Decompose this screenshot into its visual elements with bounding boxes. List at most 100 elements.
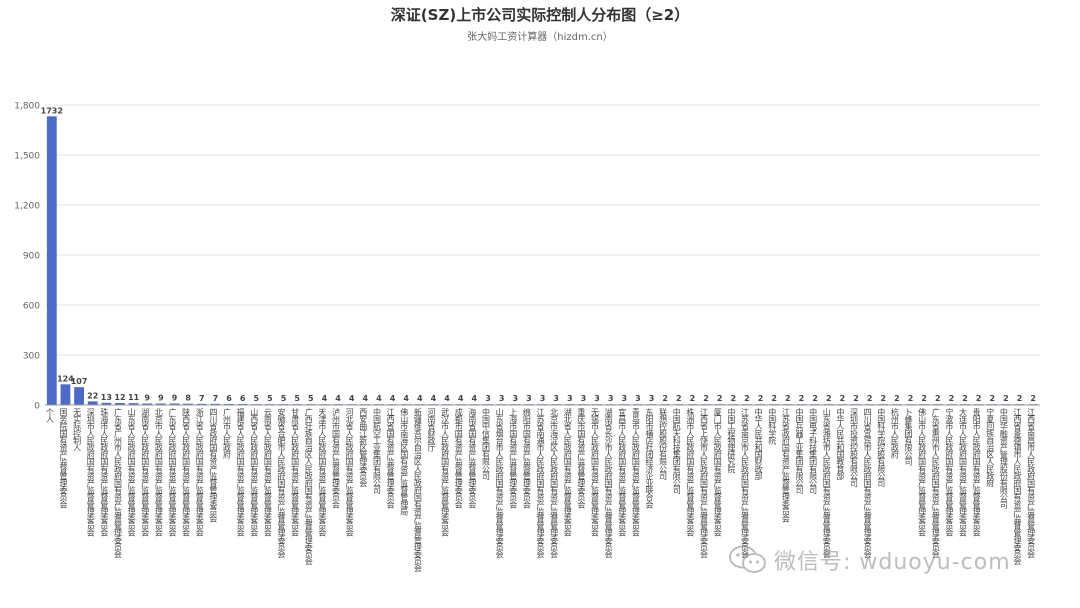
- data-label: 22: [87, 391, 98, 400]
- x-tick-label: 中国科学院: [768, 407, 776, 445]
- data-label: 3: [649, 394, 655, 403]
- data-label: 4: [335, 394, 341, 403]
- x-tick-label: 卜蜂集团有限公司: [905, 408, 913, 467]
- x-tick-label: 青岛市人民政府国有资产监督管理委员会: [632, 407, 640, 538]
- x-tick-label: 中华人民共和国财政部: [755, 407, 763, 481]
- data-label: 5: [267, 394, 273, 403]
- data-label: 7: [213, 394, 219, 403]
- x-tick-label: 广东省人民政府国有资产监督管理委员会: [168, 407, 176, 538]
- data-label: 2: [1030, 394, 1036, 403]
- x-tick-label: 北京市海淀区人民政府国有资产监督管理委员会: [550, 408, 558, 559]
- y-tick-label: 1,500: [14, 152, 40, 162]
- x-tick-label: 江西省国有资产监督管理委员会: [387, 408, 395, 509]
- data-label: 3: [540, 394, 546, 403]
- x-tick-label: 山东省潍坊市人民政府国有资产监督管理委员会: [823, 407, 831, 559]
- chart-title: 深证(SZ)上市公司实际控制人分布图（≥2）: [390, 6, 690, 24]
- data-label: 2: [894, 394, 900, 403]
- x-tick-label: 安徽省合肥市人民政府国有资产监督管理委员会: [278, 407, 286, 559]
- x-tick-label: 中国中信集团有限公司: [482, 407, 490, 481]
- bar: [46, 116, 57, 405]
- data-label: 4: [376, 394, 382, 403]
- y-tick-label: 300: [23, 352, 40, 362]
- y-tick-label: 1,200: [14, 202, 40, 212]
- x-tick-label: 佛山市南海区国有资产监督管理局: [400, 407, 408, 516]
- x-tick-label: 四川省宜宾市人民政府国有资产监督管理委员会: [864, 408, 872, 559]
- data-label: 5: [308, 394, 314, 403]
- watermark-text: 微信号: wduoyu-com: [774, 550, 1011, 575]
- y-tick-label: 900: [23, 252, 40, 262]
- x-tick-label: 甘肃省人民政府国有资产监督管理委员会: [291, 407, 299, 538]
- data-label: 3: [594, 394, 600, 403]
- x-tick-label: 国务院国有资产监督管理委员会: [59, 408, 67, 509]
- data-label: 2: [703, 394, 709, 403]
- wechat-icon: [729, 545, 766, 573]
- bar: [87, 401, 98, 405]
- data-label: 3: [553, 394, 559, 403]
- x-tick-label: 中国电子科技集团有限公司: [809, 407, 817, 495]
- data-label: 3: [581, 394, 587, 403]
- data-label: 2: [662, 394, 668, 403]
- data-label: 4: [472, 394, 478, 403]
- x-tick-label: 中国科学院控股有限公司: [877, 407, 885, 488]
- data-label: 2: [867, 394, 873, 403]
- x-tick-label: 浙江省人民政府国有资产监督管理委员会: [196, 407, 204, 538]
- x-tick-label: 江苏省南通市人民政府国有资产监督管理委员会: [537, 408, 545, 559]
- data-label: 2: [1017, 394, 1023, 403]
- data-label: 4: [322, 394, 328, 403]
- x-tick-label: 厦门市人民政府国有资产监督管理委员会: [714, 408, 722, 538]
- x-tick-label: 上海市国有资产监督管理委员会: [509, 408, 517, 509]
- data-label: 2: [785, 394, 791, 403]
- data-label: 3: [635, 394, 641, 403]
- x-tick-label: 山东省人民政府国有资产监督管理委员会: [128, 407, 136, 538]
- data-label: 2: [690, 394, 696, 403]
- bar: [183, 403, 194, 405]
- data-label: 4: [431, 394, 437, 403]
- data-label: 4: [403, 394, 409, 403]
- chart-subtitle: 张大妈工资计算器（hizdm.cn）: [467, 32, 613, 43]
- bar: [74, 387, 84, 405]
- x-tick-label: 杭州市人民政府: [891, 407, 899, 460]
- data-label: 13: [101, 393, 112, 402]
- data-label: 8: [185, 394, 191, 403]
- bar: [142, 403, 153, 405]
- x-tick-label: 大连市人民政府国有资产监督管理委员会: [959, 407, 967, 538]
- data-label: 9: [172, 394, 178, 403]
- data-label: 12: [114, 393, 125, 402]
- data-label: 3: [608, 394, 614, 403]
- x-tick-label: 无实际控制人: [73, 408, 81, 453]
- y-tick-label: 1,800: [14, 102, 40, 112]
- x-tick-label: 成都市国有资产监督管理委员会: [455, 407, 463, 509]
- data-label: 3: [526, 394, 532, 403]
- data-label: 2: [962, 394, 968, 403]
- x-tick-label: 江西省南昌市人民政府国有资产监督管理委员会: [1027, 408, 1035, 559]
- y-axis-ticks: 0 300 600 900 1,200 1,500 1,800: [14, 102, 40, 412]
- data-label: 4: [349, 394, 355, 403]
- y-tick-label: 600: [23, 302, 40, 312]
- data-label: 2: [744, 394, 750, 403]
- x-tick-label: 天津市人民政府国有资产监督管理委员会: [318, 408, 326, 538]
- bar: [210, 403, 221, 405]
- data-label: 2: [921, 394, 927, 403]
- data-label: 4: [390, 394, 396, 403]
- x-tick-label: 无锡市人民政府国有资产监督管理委员会: [591, 408, 599, 538]
- x-tick-label: 广州市人民政府: [223, 407, 231, 460]
- x-tick-label: 江苏省政府国有资产监督管理委员会: [782, 408, 790, 524]
- x-tick-label: 云南省人民政府国有资产监督管理委员会: [264, 408, 272, 538]
- grid-lines: [45, 104, 1040, 406]
- x-tick-label: 新疆维吾尔自治区人民政府国有资产监督管理委员会: [414, 407, 422, 573]
- x-tick-label: 陕西省人民政府国有资产监督管理委员会: [182, 407, 190, 538]
- x-tick-label: 湖南省人民政府国有资产监督管理委员会: [141, 408, 149, 538]
- data-label: 2: [812, 394, 818, 403]
- data-label: 3: [621, 394, 627, 403]
- x-axis-labels: 个人国务院国有资产监督管理委员会无实际控制人深圳市人民政府国有资产监督管理委员会…: [46, 407, 1035, 573]
- data-label: 2: [826, 394, 832, 403]
- data-label: 11: [128, 393, 140, 402]
- bar: [128, 403, 139, 405]
- x-tick-label: 宜昌市人民政府国有资产监督管理委员会: [618, 407, 626, 538]
- bar: [196, 403, 207, 405]
- x-tick-label: 武汉市人民政府国有资产监督管理委员会: [441, 407, 449, 538]
- data-label: 5: [281, 394, 287, 403]
- x-tick-label: 中国华融资产管理股份有限公司: [1000, 407, 1008, 509]
- data-label: 2: [717, 394, 723, 403]
